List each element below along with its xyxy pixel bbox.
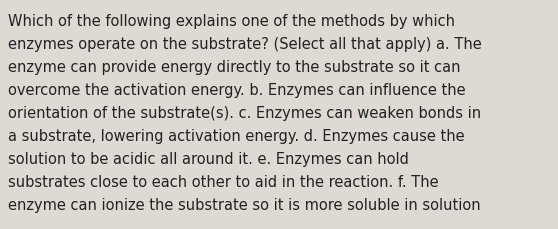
Text: overcome the activation energy. b. Enzymes can influence the: overcome the activation energy. b. Enzym… xyxy=(8,83,465,98)
Text: a substrate, lowering activation energy. d. Enzymes cause the: a substrate, lowering activation energy.… xyxy=(8,128,465,143)
Text: substrates close to each other to aid in the reaction. f. The: substrates close to each other to aid in… xyxy=(8,174,439,189)
Text: solution to be acidic all around it. e. Enzymes can hold: solution to be acidic all around it. e. … xyxy=(8,151,409,166)
Text: Which of the following explains one of the methods by which: Which of the following explains one of t… xyxy=(8,14,455,29)
Text: orientation of the substrate(s). c. Enzymes can weaken bonds in: orientation of the substrate(s). c. Enzy… xyxy=(8,106,481,120)
Text: enzyme can ionize the substrate so it is more soluble in solution: enzyme can ionize the substrate so it is… xyxy=(8,197,480,212)
Text: enzyme can provide energy directly to the substrate so it can: enzyme can provide energy directly to th… xyxy=(8,60,460,75)
Text: enzymes operate on the substrate? (Select all that apply) a. The: enzymes operate on the substrate? (Selec… xyxy=(8,37,482,52)
